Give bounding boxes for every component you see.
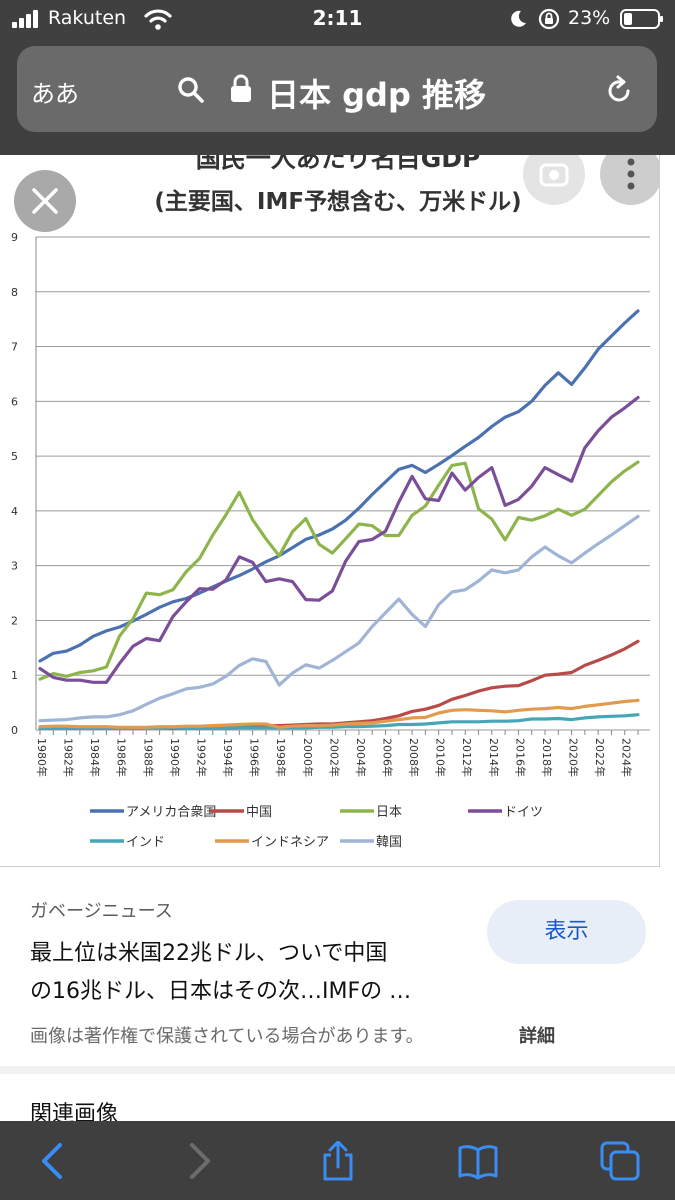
y-tick-label: 1	[11, 669, 18, 682]
legend-label: 日本	[376, 805, 402, 820]
more-button[interactable]	[600, 155, 659, 205]
x-tick-label: 1992年	[194, 738, 208, 777]
x-tick-label: 1980年	[35, 738, 49, 777]
wifi-icon	[144, 9, 172, 30]
result-title[interactable]: 最上位は米国22兆ドル、ついで中国 の16兆ドル、日本はその次…IMFの …	[30, 935, 460, 1011]
search-query[interactable]: 日本 gdp 推移	[267, 76, 487, 114]
series-line	[38, 514, 640, 723]
x-tick-label: 2008年	[407, 738, 421, 777]
copyright-notice: 画像は著作権で保護されている場合があります。	[30, 1026, 424, 1047]
x-tick-label: 1982年	[62, 738, 76, 777]
section-divider	[0, 1066, 675, 1074]
close-button[interactable]	[14, 170, 76, 232]
series-line	[38, 309, 640, 663]
lock-icon	[231, 74, 251, 102]
clock: 2:11	[312, 6, 363, 30]
lens-button[interactable]	[523, 155, 585, 205]
more-icon	[627, 158, 635, 190]
x-tick-label: 1998年	[274, 738, 288, 777]
y-tick-label: 3	[11, 560, 18, 573]
x-tick-label: 2006年	[381, 738, 395, 777]
x-tick-label: 2004年	[354, 738, 368, 777]
x-tick-label: 2012年	[460, 738, 474, 777]
status-bar: Rakuten 2:11 23%	[0, 0, 675, 40]
x-tick-label: 1986年	[115, 738, 129, 777]
x-tick-label: 2014年	[487, 738, 501, 777]
result-image[interactable]: 国民一人あたり名目GDP (主要国、IMF予想含む、万米ドル) 0 1 2 3 4 5 6 7…	[0, 155, 660, 867]
show-button[interactable]: 表示	[487, 900, 646, 964]
x-tick-label: 2002年	[327, 738, 341, 777]
reload-icon[interactable]	[603, 74, 635, 106]
legend-label: インド	[126, 835, 165, 850]
close-icon	[32, 188, 58, 214]
x-tick-label: 2010年	[434, 738, 448, 777]
series-line	[38, 395, 640, 684]
y-tick-label: 4	[11, 505, 18, 518]
text-size-button[interactable]: ああ	[31, 80, 79, 108]
book-icon[interactable]	[458, 1141, 498, 1181]
x-tick-label: 2018年	[540, 738, 554, 777]
legend-label: 中国	[246, 805, 272, 820]
x-tick-label: 2020年	[567, 738, 581, 777]
legend-label: ドイツ	[504, 805, 543, 820]
x-tick-label: 2016年	[513, 738, 527, 777]
chart-subtitle: (主要国、IMF予想含む、万米ドル)	[154, 188, 521, 215]
result-source[interactable]: ガベージニュース	[30, 901, 173, 922]
legend-label: アメリカ合衆国	[126, 804, 216, 820]
x-tick-label: 1994年	[221, 738, 235, 777]
y-tick-label: 2	[11, 614, 18, 627]
y-tick-label: 6	[11, 395, 18, 408]
bottom-toolbar	[0, 1121, 675, 1200]
forward-arrow-icon[interactable]	[178, 1141, 218, 1181]
gdp-line-chart: 国民一人あたり名目GDP (主要国、IMF予想含む、万米ドル) 0 1 2 3 4 5 6 7…	[11, 155, 650, 850]
lens-icon	[539, 163, 569, 187]
back-arrow-icon[interactable]	[34, 1141, 74, 1181]
result-title-line-1[interactable]: 最上位は米国22兆ドル、ついで中国	[30, 941, 388, 966]
y-tick-label: 7	[11, 341, 18, 354]
x-tick-label: 2022年	[593, 738, 607, 777]
x-tick-label: 1990年	[168, 738, 182, 777]
battery-percent: 23%	[568, 7, 611, 29]
tabs-icon[interactable]	[600, 1141, 640, 1181]
y-tick-label: 8	[11, 286, 18, 299]
rotation-lock-icon	[538, 8, 560, 30]
x-tick-label: 2000年	[301, 738, 315, 777]
result-title-line-2[interactable]: の16兆ドル、日本はその次…IMFの …	[30, 979, 412, 1004]
y-tick-label: 5	[11, 450, 18, 463]
battery-icon	[620, 9, 663, 29]
chart-title: 国民一人あたり名目GDP	[196, 155, 481, 173]
x-tick-label: 1996年	[248, 738, 262, 777]
signal-icon	[12, 10, 38, 28]
x-tick-label: 1988年	[141, 738, 155, 777]
y-tick-label: 9	[11, 231, 18, 244]
moon-icon	[511, 10, 526, 27]
x-tick-label: 1984年	[88, 738, 102, 777]
y-tick-label: 0	[11, 724, 18, 737]
search-icon	[178, 77, 204, 103]
carrier-name: Rakuten	[48, 7, 127, 29]
series-line	[38, 698, 640, 729]
x-tick-label: 2024年	[620, 738, 634, 777]
address-bar[interactable]: ああ 日本 gdp 推移	[17, 46, 657, 132]
share-icon[interactable]	[318, 1141, 358, 1181]
series-line	[38, 460, 640, 681]
details-link[interactable]: 詳細	[519, 1026, 555, 1047]
legend-label: インドネシア	[251, 835, 329, 850]
legend-label: 韓国	[376, 835, 402, 850]
